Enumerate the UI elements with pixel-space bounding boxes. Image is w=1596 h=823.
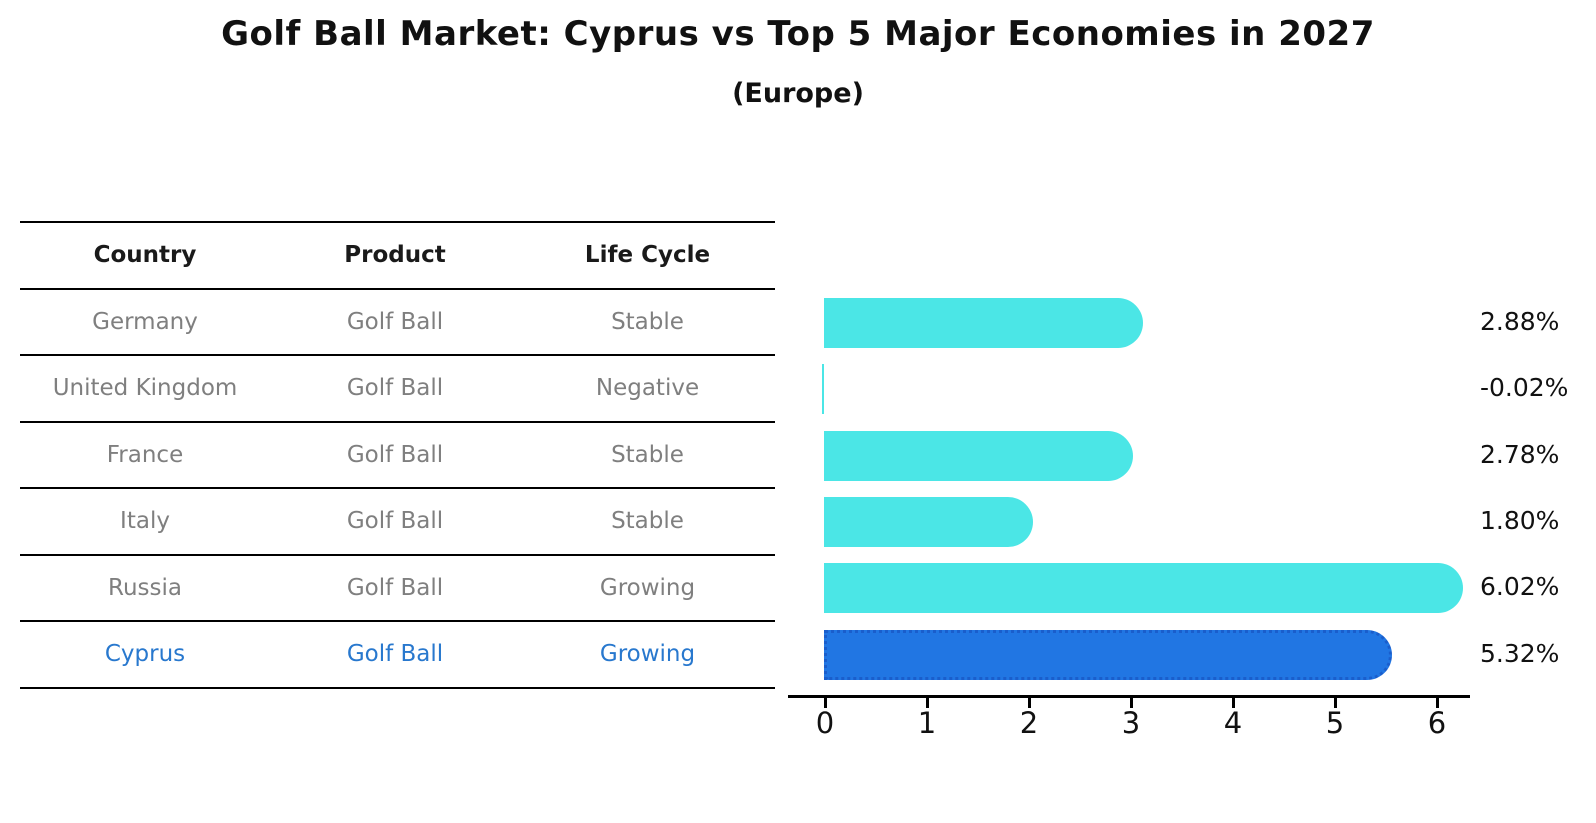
x-axis-tick-label: 2 xyxy=(1019,706,1039,740)
table-header-life-cycle: Life Cycle xyxy=(584,242,711,269)
table-row-russia: Russia Golf Ball Growing xyxy=(20,553,775,621)
x-axis-tick-label: 0 xyxy=(815,706,835,740)
table-row-france: France Golf Ball Stable xyxy=(20,420,775,488)
bar-france xyxy=(824,430,1133,481)
value-label-germany: 2.88% xyxy=(1480,306,1560,336)
x-axis-tick xyxy=(1027,698,1031,708)
bar-germany xyxy=(824,297,1143,348)
chart-subtitle: (Europe) xyxy=(732,78,864,109)
table-cell-product: Golf Ball xyxy=(346,308,444,335)
table-cell-product: Golf Ball xyxy=(346,641,444,668)
x-axis-tick xyxy=(1129,698,1133,708)
x-axis-tick xyxy=(823,698,827,708)
table-cell-product: Golf Ball xyxy=(346,441,444,468)
bar-united-kingdom xyxy=(821,364,824,415)
bar-russia xyxy=(824,563,1464,614)
table-cell-life_cycle: Stable xyxy=(611,508,684,535)
x-axis-tick-label: 1 xyxy=(917,706,937,740)
table-row-united-kingdom: United Kingdom Golf Ball Negative xyxy=(20,354,775,421)
value-label-united-kingdom: -0.02% xyxy=(1480,373,1569,403)
value-label-russia: 6.02% xyxy=(1480,572,1560,602)
table-header-row: Country Product Life Cycle xyxy=(20,221,775,288)
table-cell-life_cycle: Stable xyxy=(611,308,684,335)
x-axis-tick-label: 3 xyxy=(1121,706,1141,740)
x-axis-tick-label: 4 xyxy=(1223,706,1243,740)
table-cell-country: Italy xyxy=(120,508,170,535)
table-cell-country: Russia xyxy=(108,574,182,601)
x-axis-tick-label: 5 xyxy=(1325,706,1345,740)
table-cell-life_cycle: Growing xyxy=(599,574,696,601)
table-row-cyprus: Cyprus Golf Ball Growing xyxy=(20,620,775,687)
bar-italy xyxy=(824,496,1033,547)
table-cell-product: Golf Ball xyxy=(346,508,444,535)
table-cell-product: Golf Ball xyxy=(346,375,444,402)
country-table: Country Product Life Cycle Germany Golf Bal… xyxy=(20,221,775,689)
x-axis-tick xyxy=(925,698,929,708)
table-cell-life_cycle: Growing xyxy=(599,641,696,668)
table-cell-country: Cyprus xyxy=(104,641,186,668)
table-cell-life_cycle: Negative xyxy=(595,375,700,402)
table-header-product: Product xyxy=(344,242,446,269)
table-cell-country: Germany xyxy=(92,308,198,335)
table-cell-product: Golf Ball xyxy=(346,574,444,601)
table-row-italy: Italy Golf Ball Stable xyxy=(20,487,775,554)
x-axis-tick xyxy=(1435,698,1439,708)
table-cell-life_cycle: Stable xyxy=(611,441,684,468)
x-axis-tick xyxy=(1333,698,1337,708)
value-label-cyprus: 5.32% xyxy=(1480,638,1560,668)
x-axis-tick xyxy=(1231,698,1235,708)
chart-title: Golf Ball Market: Cyprus vs Top 5 Major … xyxy=(221,14,1375,54)
bar-cyprus xyxy=(824,629,1392,680)
value-label-italy: 1.80% xyxy=(1480,505,1560,535)
table-row-germany: Germany Golf Ball Stable xyxy=(20,287,775,355)
table-header-country: Country xyxy=(93,242,197,269)
table-cell-country: United Kingdom xyxy=(52,375,238,402)
x-axis-tick-label: 6 xyxy=(1427,706,1447,740)
value-label-france: 2.78% xyxy=(1480,439,1560,469)
table-cell-country: France xyxy=(106,441,184,468)
x-axis-line xyxy=(788,695,1470,698)
